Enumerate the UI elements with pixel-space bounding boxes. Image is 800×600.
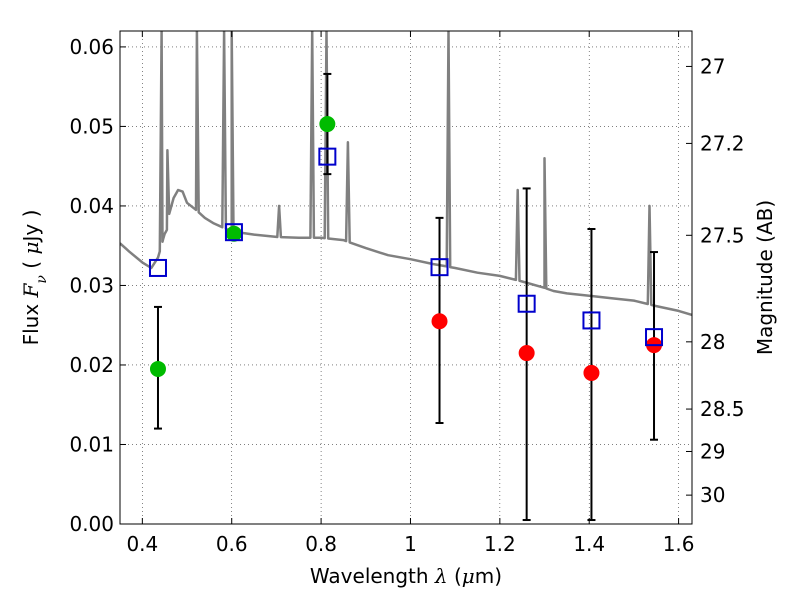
y2-tick-label: 27.2 <box>700 131 745 155</box>
x-tick-label: 0.6 <box>216 532 248 556</box>
x-axis-label-prefix: Wavelength <box>310 564 435 588</box>
y-tick-label: 0.02 <box>69 353 114 377</box>
x-tick-label: 1.4 <box>573 532 605 556</box>
y-tick-label: 0.03 <box>69 273 114 297</box>
x-tick-label: 1.6 <box>663 532 695 556</box>
model-square-point <box>645 328 664 347</box>
y-tick-label: 0.04 <box>69 194 114 218</box>
red-data-point <box>583 364 600 381</box>
red-data-point <box>431 313 448 330</box>
y2-tick-label: 27 <box>700 54 725 78</box>
model-square-point <box>318 147 337 166</box>
y-axis-label-symbol: F <box>19 282 43 298</box>
y-tick-label: 0.01 <box>69 432 114 456</box>
x-axis-label-suffix: ( <box>448 564 462 588</box>
error-bars <box>153 72 659 522</box>
y-tick-label: 0.00 <box>69 512 114 536</box>
y-axis-label-subscript: ν <box>34 275 50 284</box>
x-axis-label-symbol: λ <box>434 564 448 588</box>
y-axis-label-unit: Jy ) <box>19 210 43 244</box>
plot-frame <box>119 30 693 525</box>
model-spectrum <box>120 31 692 317</box>
y-axis-label-prefix: Flux <box>19 297 43 345</box>
x-axis-label: Wavelength λ (μm) <box>310 564 502 588</box>
y-axis-label-suffix: ( <box>19 255 43 276</box>
red-data-point <box>518 345 535 362</box>
green-data-point <box>149 360 166 377</box>
model-square-point <box>224 223 243 242</box>
y-tick-label: 0.06 <box>69 35 114 59</box>
y2-tick-label: 28.5 <box>700 397 745 421</box>
y2-tick-label: 29 <box>700 439 725 463</box>
x-tick-label: 1 <box>404 532 417 556</box>
y2-tick-label: 30 <box>700 483 725 507</box>
grid <box>120 31 692 525</box>
model-square-point <box>582 311 601 330</box>
y-axis-label: Flux Fν ( μJy ) <box>19 210 50 346</box>
y-tick-label: 0.05 <box>69 114 114 138</box>
x-tick-label: 0.8 <box>305 532 337 556</box>
model-square-point <box>148 258 167 277</box>
y2-tick-label: 27.5 <box>700 223 745 247</box>
model-square-point <box>517 294 536 313</box>
ticks: 0.4 0.6 0.8 1 1.2 1.4 1.6 0.00 0.01 0.02 0.03 0.04 0… <box>69 31 745 556</box>
green-data-point <box>225 225 242 242</box>
data-markers <box>148 116 664 381</box>
x-tick-label: 1.2 <box>484 532 516 556</box>
y-axis-label-mu: μ <box>19 242 43 255</box>
x-axis-label-mu: μ <box>462 564 475 588</box>
spectrum-line <box>120 31 692 317</box>
x-axis-label-unit: m) <box>475 564 502 588</box>
y2-axis-label: Magnitude (AB) <box>753 200 777 355</box>
model-square-point <box>430 258 449 277</box>
y2-tick-label: 28 <box>700 330 725 354</box>
green-data-point <box>319 116 336 133</box>
x-tick-label: 0.4 <box>126 532 158 556</box>
